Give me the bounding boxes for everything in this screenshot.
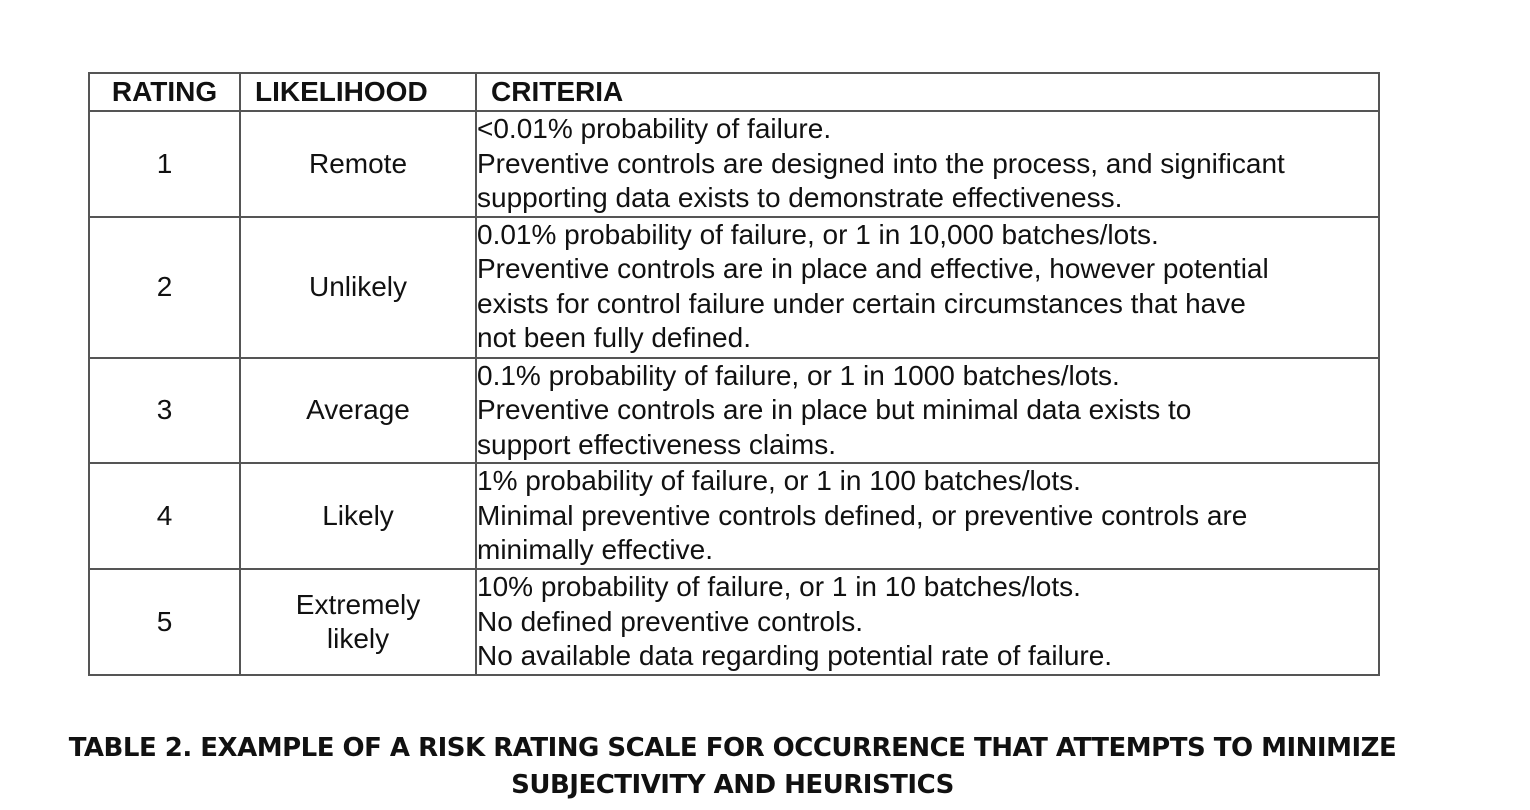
criteria-line: Minimal preventive controls defined, or …	[477, 499, 1248, 531]
table-row: 4 Likely 1% probability of failure, or 1 i…	[88, 462, 1380, 570]
rating-cell: 1	[88, 110, 241, 218]
likelihood-cell: Unlikely	[239, 215, 477, 359]
header-rating: RATING	[88, 72, 241, 112]
table-caption: TABLE 2. EXAMPLE OF A RISK RATING SCALE …	[0, 730, 1465, 804]
likelihood-cell: Average	[239, 356, 477, 464]
criteria-cell: 10% probability of failure, or 1 in 10 b…	[475, 568, 1380, 676]
criteria-line: support effectiveness claims.	[477, 428, 836, 460]
criteria-line: 0.01% probability of failure, or 1 in 10…	[477, 218, 1159, 250]
risk-rating-table-container: RATING LIKELIHOOD CRITERIA 1 Remote <0.01%…	[88, 72, 1380, 676]
rating-cell: 3	[88, 356, 241, 464]
rating-cell: 5	[88, 568, 241, 676]
table-row: 2 Unlikely 0.01% probability of failure, o…	[88, 215, 1380, 359]
criteria-line: 10% probability of failure, or 1 in 10 b…	[477, 571, 1081, 602]
criteria-line: No available data regarding potential ra…	[477, 640, 1113, 671]
caption-line-2: SUBJECTIVITY AND HEURISTICS	[511, 770, 954, 800]
criteria-cell: 0.1% probability of failure, or 1 in 100…	[475, 356, 1380, 464]
criteria-line: exists for control failure under certain…	[477, 287, 1246, 319]
risk-rating-table: RATING LIKELIHOOD CRITERIA 1 Remote <0.01%…	[88, 72, 1380, 676]
criteria-line: Preventive controls are in place and eff…	[477, 253, 1269, 284]
criteria-cell: 1% probability of failure, or 1 in 100 b…	[475, 462, 1380, 570]
criteria-line: 0.1% probability of failure, or 1 in 100…	[477, 359, 1120, 391]
criteria-line: No defined preventive controls.	[477, 605, 863, 637]
criteria-line: supporting data exists to demonstrate ef…	[477, 182, 1123, 213]
table-row: 1 Remote <0.01% probability of failure. Pre…	[88, 110, 1380, 218]
criteria-line: Preventive controls are designed into th…	[477, 147, 1285, 179]
table-row: 3 Average 0.1% probability of failure, or …	[88, 356, 1380, 464]
criteria-cell: 0.01% probability of failure, or 1 in 10…	[475, 215, 1380, 359]
criteria-line: 1% probability of failure, or 1 in 100 b…	[477, 465, 1081, 496]
criteria-line: <0.01% probability of failure.	[477, 113, 832, 144]
header-criteria: CRITERIA	[475, 72, 1380, 112]
criteria-line: Preventive controls are in place but min…	[477, 394, 1192, 425]
table-row: 5 Extremely likely 10% probability of fail…	[88, 568, 1380, 676]
table-body: 1 Remote <0.01% probability of failure. Pre…	[88, 110, 1380, 676]
criteria-line: not been fully defined.	[477, 322, 751, 353]
likelihood-cell: Remote	[239, 110, 477, 218]
criteria-cell: <0.01% probability of failure. Preventive…	[475, 110, 1380, 218]
caption-line-1: TABLE 2. EXAMPLE OF A RISK RATING SCALE …	[68, 733, 1397, 763]
rating-cell: 4	[88, 462, 241, 570]
table-header-row: RATING LIKELIHOOD CRITERIA	[88, 72, 1380, 112]
criteria-line: minimally effective.	[477, 534, 714, 565]
likelihood-cell: Extremely likely	[239, 568, 477, 676]
likelihood-cell: Likely	[239, 462, 477, 570]
header-likelihood: LIKELIHOOD	[239, 72, 477, 112]
rating-cell: 2	[88, 215, 241, 359]
